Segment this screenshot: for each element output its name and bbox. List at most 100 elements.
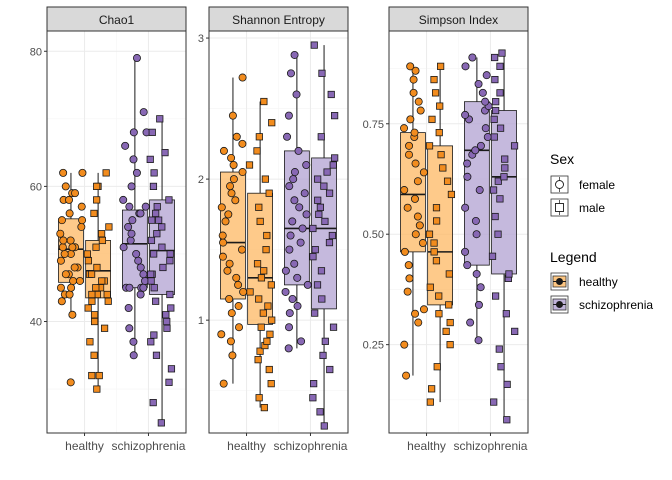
strip-background [208,6,349,32]
x-tick-label: healthy [407,439,446,453]
data-point [311,309,319,317]
data-point [319,351,327,360]
data-point [325,189,334,197]
data-point [77,202,86,211]
data-point [428,385,436,393]
data-point [129,155,138,164]
data-point [134,256,143,265]
data-point [293,273,302,282]
data-point [331,112,339,120]
legend-title-group: Legend [550,249,597,265]
data-point [136,263,145,272]
data-point [158,223,166,231]
data-point [91,317,99,326]
legend-key-circle [555,180,564,189]
data-point [126,236,135,245]
data-point [223,266,232,275]
data-point [463,261,472,270]
data-point [78,168,87,177]
data-point [461,62,470,71]
data-point [419,168,428,177]
data-point [219,379,228,388]
legend-title-sex: Sex [550,151,574,167]
data-point [235,323,244,332]
data-point [491,53,499,62]
data-point [329,323,338,331]
data-point [435,292,443,300]
data-point [314,175,322,183]
y-tick-label: 80 [30,46,42,58]
data-point [302,160,311,169]
data-point [83,250,92,258]
data-point [229,175,238,184]
data-point [238,73,247,82]
data-point [476,283,485,292]
data-point [90,351,98,359]
data-point [411,230,420,239]
data-point [331,154,339,162]
data-point [321,337,329,345]
data-point [501,155,509,163]
data-point [56,229,65,238]
data-point [161,149,169,157]
data-point [238,139,247,148]
data-point [309,253,317,261]
box-healthy-female [217,73,248,388]
data-point [56,283,65,292]
data-point [503,416,511,424]
data-point [475,186,484,195]
data-point [229,160,238,169]
data-point [443,177,452,185]
data-point [447,190,456,199]
data-point [318,69,326,77]
data-point [260,404,268,412]
data-point [152,297,160,305]
x-tick-label: healthy [65,439,104,453]
data-point [406,62,415,71]
data-point [432,257,441,265]
data-point [285,309,294,318]
data-point [56,256,65,265]
strip-background [388,6,529,32]
data-point [501,164,509,172]
data-point [97,230,106,238]
box-healthy-male [83,169,113,393]
data-point [481,97,490,106]
data-point [65,290,74,299]
box-schizophrenia-female [119,54,151,360]
data-point [511,327,519,335]
data-point [492,106,500,115]
data-point [239,287,248,296]
data-point [474,80,483,89]
data-point [66,378,75,387]
data-point [425,230,434,238]
data-point [125,283,134,292]
box-schizophrenia-male [146,115,176,427]
data-point [218,231,227,240]
data-point [498,49,506,57]
y-tick-label: 0.25 [363,340,384,352]
data-point [139,108,148,117]
data-point [290,196,299,205]
data-point [226,182,235,191]
data-point [471,146,480,155]
legend-label-male: male [579,201,605,215]
data-point [400,340,409,349]
data-point [285,182,294,191]
data-point [400,186,409,195]
data-point [246,288,254,296]
data-point [224,210,233,219]
data-point [406,115,415,124]
data-point [90,209,98,218]
data-point [264,302,272,310]
data-point [129,128,138,137]
data-point [445,301,453,309]
data-point [98,277,106,285]
data-point [238,168,247,177]
data-point [492,292,500,300]
data-point [104,297,112,305]
data-point [153,203,161,211]
y-tick-label: 2 [198,174,204,186]
data-point [284,344,293,353]
data-point [326,365,334,374]
